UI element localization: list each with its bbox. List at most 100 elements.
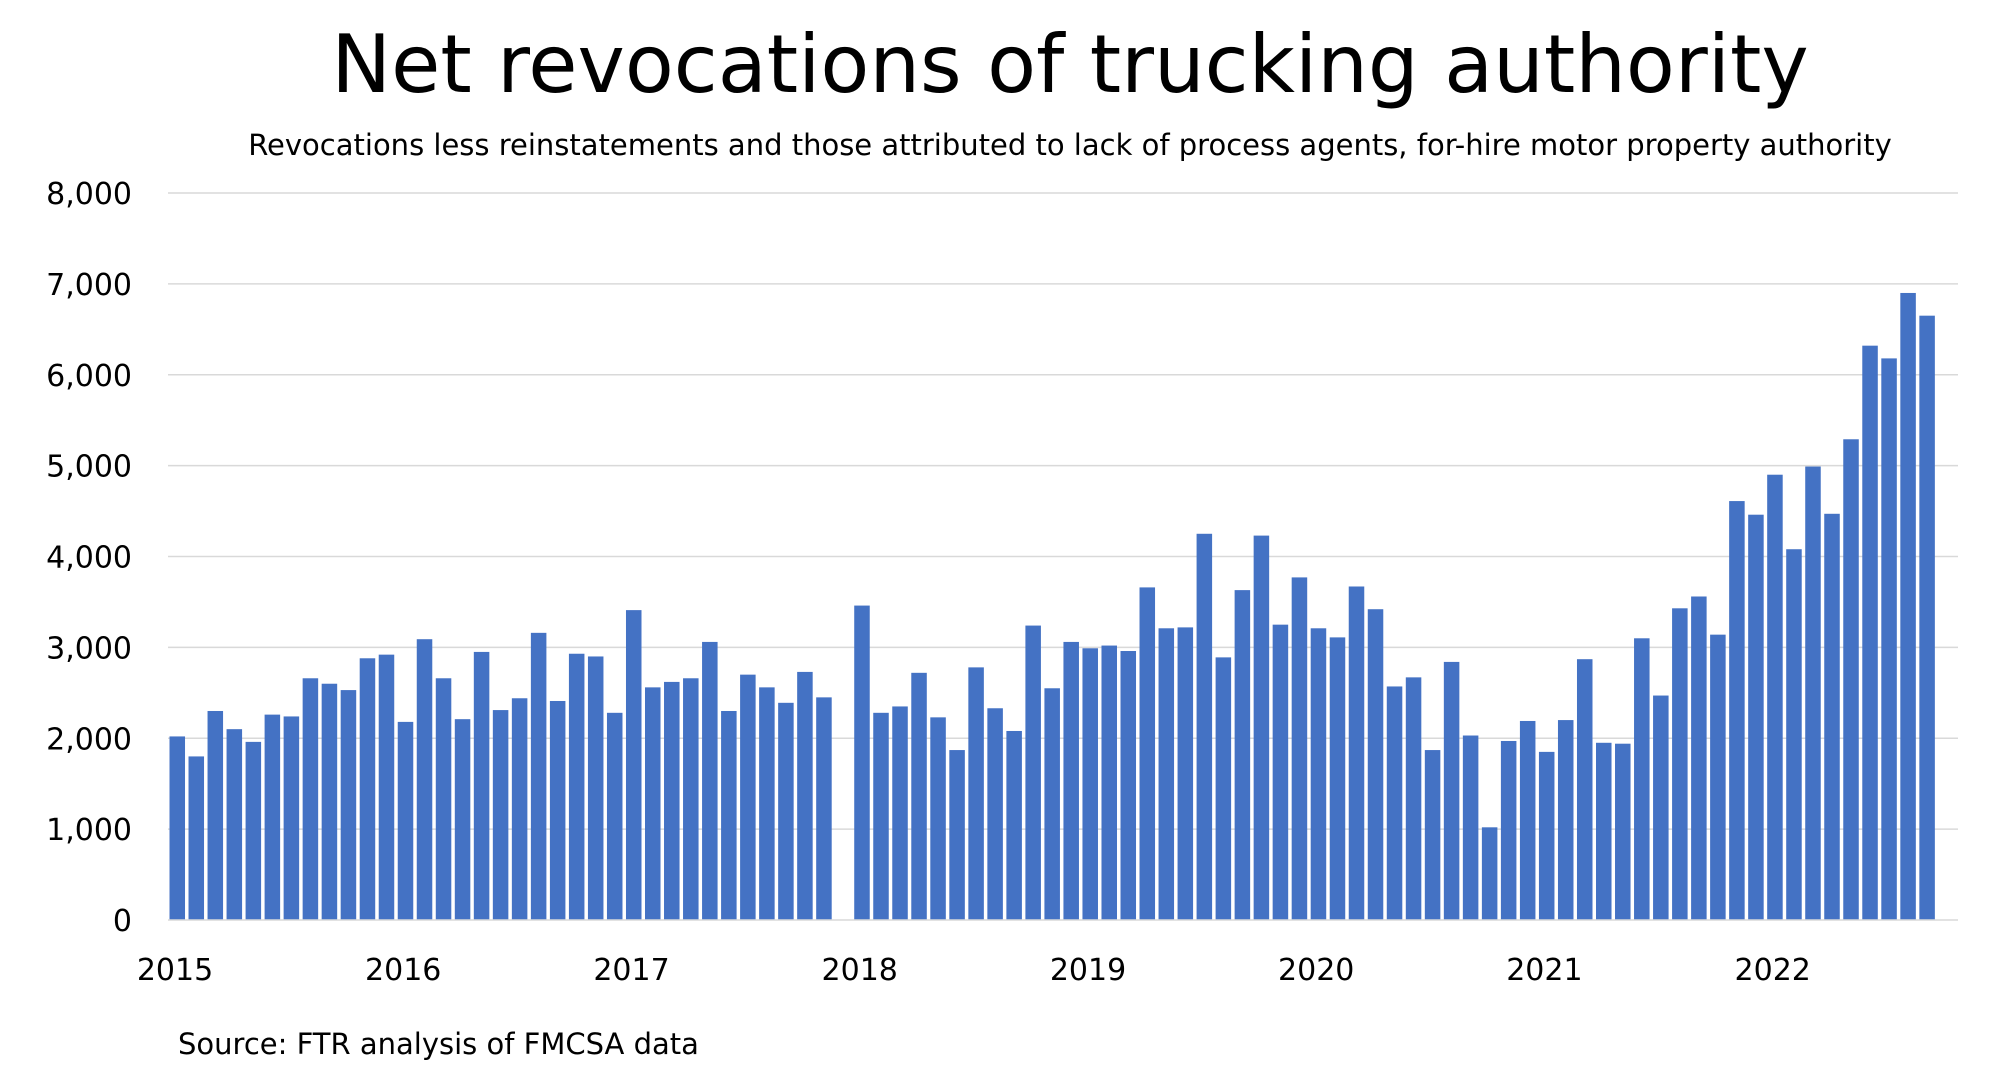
y-tick-label: 2,000	[46, 722, 132, 757]
x-tick-label: 2021	[1506, 953, 1582, 988]
bar	[245, 741, 262, 920]
bar	[1063, 641, 1079, 920]
bar	[1424, 750, 1441, 920]
bar	[1120, 651, 1137, 920]
bar	[435, 678, 452, 920]
chart-subtitle: Revocations less reinstatements and thos…	[248, 128, 1892, 162]
bar	[740, 674, 756, 920]
bar	[892, 706, 908, 920]
bars	[169, 292, 1935, 921]
bar	[530, 632, 547, 920]
bar	[226, 729, 243, 920]
bar	[473, 651, 490, 920]
bar	[683, 678, 699, 920]
bar	[169, 736, 186, 920]
bar	[1767, 474, 1783, 920]
bar	[549, 700, 566, 920]
bar	[1557, 720, 1574, 920]
bar	[397, 721, 414, 920]
bar	[1862, 345, 1878, 920]
bar	[511, 698, 528, 920]
bar	[1177, 627, 1194, 920]
bar	[664, 681, 680, 920]
bar	[1748, 514, 1764, 920]
bar	[1672, 608, 1688, 920]
y-tick-label: 5,000	[46, 450, 132, 485]
x-tick-label: 2018	[822, 953, 898, 988]
bar	[1881, 358, 1897, 920]
bar	[721, 710, 737, 920]
bar	[264, 714, 281, 920]
bar	[778, 702, 794, 920]
bar	[1900, 292, 1916, 921]
bar	[645, 687, 661, 920]
bar	[854, 605, 870, 920]
y-tick-label: 1,000	[46, 813, 132, 848]
y-tick-label: 7,000	[46, 268, 132, 303]
bar	[1691, 596, 1707, 920]
bar	[1729, 501, 1745, 920]
bar	[1310, 628, 1327, 920]
x-tick-label: 2022	[1735, 953, 1811, 988]
bar	[359, 658, 376, 920]
bar	[340, 690, 357, 920]
bar	[1443, 661, 1460, 920]
bar	[759, 687, 775, 920]
bar	[302, 678, 319, 920]
x-tick-label: 2019	[1050, 953, 1126, 988]
bar	[1025, 625, 1041, 920]
bar	[1272, 624, 1289, 920]
bar	[378, 654, 395, 920]
bar	[1196, 533, 1213, 920]
bar	[1462, 735, 1479, 920]
chart-title: Net revocations of trucking authority	[331, 18, 1809, 111]
bar	[1215, 657, 1232, 920]
bar	[1139, 587, 1156, 920]
bar	[625, 610, 642, 920]
bar	[1596, 742, 1612, 920]
bar	[568, 653, 585, 920]
y-axis-ticks: 0 1,000 2,000 3,000 4,000 5,000 6,000 7,000 8,00…	[46, 177, 132, 939]
bar	[1405, 677, 1422, 920]
bar	[1500, 740, 1517, 920]
y-tick-label: 6,000	[46, 359, 132, 394]
bar	[1919, 315, 1935, 920]
bar	[454, 719, 471, 920]
x-tick-label: 2016	[365, 953, 441, 988]
bar	[930, 717, 946, 920]
bar	[873, 712, 889, 920]
bar	[1653, 695, 1669, 920]
source-note: Source: FTR analysis of FMCSA data	[178, 1027, 699, 1061]
y-tick-label: 8,000	[46, 177, 132, 212]
bar	[1615, 743, 1631, 920]
bar	[321, 683, 338, 920]
bar	[987, 708, 1003, 920]
bar	[207, 710, 224, 920]
gridlines	[168, 192, 1958, 830]
bar	[797, 671, 813, 920]
bar	[1044, 688, 1060, 920]
bar	[587, 656, 604, 920]
bar	[911, 672, 927, 920]
y-tick-label: 4,000	[46, 541, 132, 576]
bar	[1367, 609, 1384, 920]
bar	[1576, 659, 1593, 920]
bar	[416, 639, 433, 920]
bar	[1538, 751, 1555, 920]
bar	[1006, 730, 1022, 920]
bar	[1158, 628, 1175, 920]
bar	[492, 710, 509, 920]
bar	[1253, 535, 1270, 920]
bar	[702, 641, 718, 920]
bar	[1234, 590, 1251, 920]
bar	[1291, 577, 1308, 920]
x-tick-label: 2017	[593, 953, 669, 988]
y-tick-label: 0	[113, 904, 132, 939]
bar	[188, 756, 205, 920]
bar	[606, 712, 623, 920]
bar	[949, 750, 965, 920]
x-tick-label: 2015	[137, 953, 213, 988]
x-axis-ticks: 2015 2016 2017 2018 2019 2020 2021 2022	[137, 953, 1811, 988]
bar	[816, 697, 832, 920]
